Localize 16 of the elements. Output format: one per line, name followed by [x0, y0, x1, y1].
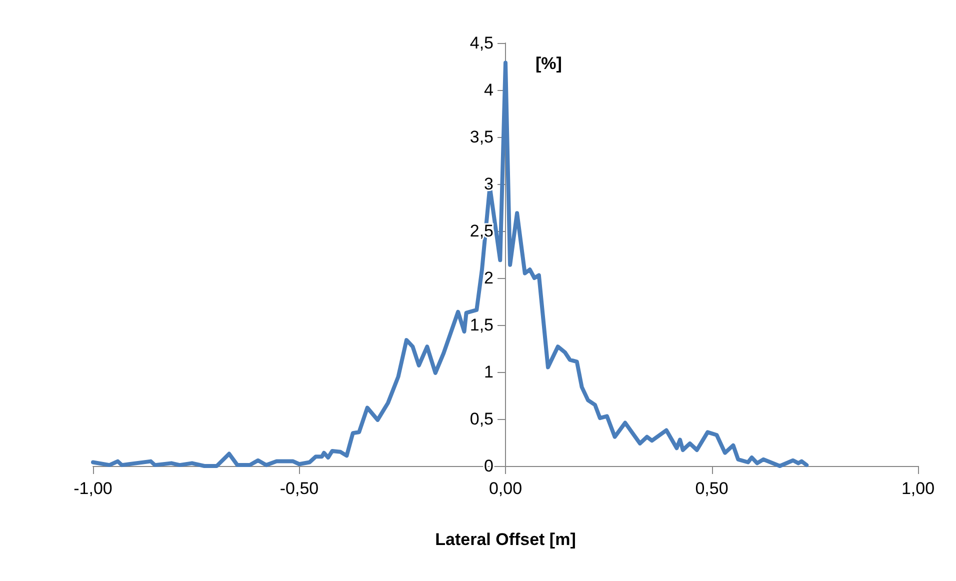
y-tick-label: 1,5 [470, 316, 494, 334]
y-tick-label: 4 [484, 80, 494, 100]
y-axis-title: [%] [536, 54, 562, 73]
y-tick-label: 1 [484, 362, 494, 382]
y-tick-label: 0,5 [470, 410, 494, 428]
x-tick-label: -1,00 [74, 479, 112, 498]
x-tick-label: -0,50 [280, 479, 319, 498]
y-tick-label: 3,5 [470, 128, 494, 146]
x-tick-label: 1,00 [901, 479, 935, 498]
x-tick-label: 0,50 [695, 479, 728, 498]
y-tick-label: 0 [484, 456, 494, 476]
y-tick-label: 4,5 [470, 34, 494, 52]
x-axis-title: Lateral Offset [m] [435, 530, 576, 549]
x-tick-label: 0,00 [488, 479, 522, 498]
y-tick-label: 2 [484, 268, 494, 288]
y-tick-label: 3 [484, 174, 494, 194]
